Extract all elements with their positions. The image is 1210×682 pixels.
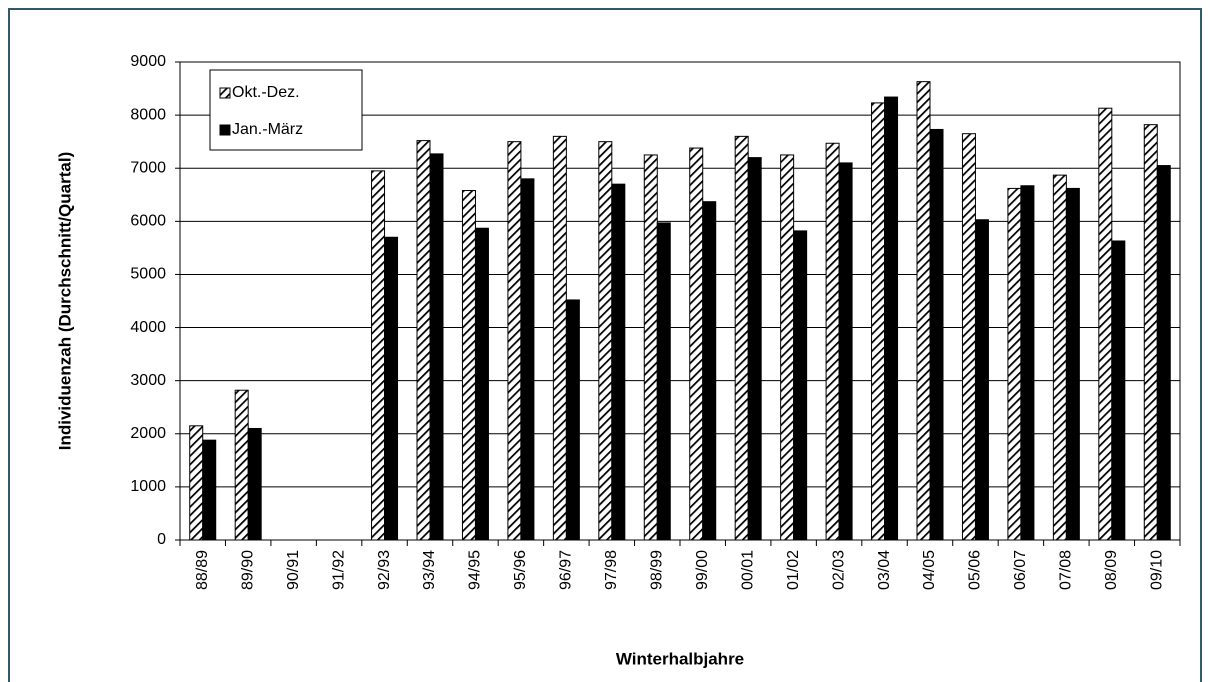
x-tick-label: 96/97 (558, 550, 575, 590)
bar (1020, 185, 1035, 541)
bar (1007, 187, 1022, 541)
x-axis-title: Winterhalbjahre (616, 649, 744, 668)
bar (793, 230, 808, 541)
bar (747, 157, 762, 541)
bar (189, 425, 204, 541)
y-tick-label: 3000 (130, 372, 166, 389)
bar (1098, 107, 1113, 541)
legend-label: Okt.-Dez. (232, 84, 300, 101)
bar (429, 153, 444, 541)
bar (416, 140, 431, 541)
legend-box (209, 69, 363, 151)
x-tick-label: 09/10 (1148, 550, 1165, 590)
x-tick-label: 99/00 (694, 550, 711, 590)
y-tick-label: 2000 (130, 425, 166, 442)
y-axis-title: Individuenzah (Durchschnitt/Quartal) (55, 152, 74, 450)
y-tick-label: 7000 (130, 159, 166, 176)
x-tick-label: 97/98 (603, 550, 620, 590)
x-tick-label: 94/95 (467, 550, 484, 590)
x-tick-label: 98/99 (648, 550, 665, 590)
x-tick-label: 95/96 (512, 550, 529, 590)
x-tick-label: 01/02 (785, 550, 802, 590)
bar (474, 227, 489, 541)
y-tick-label: 8000 (130, 106, 166, 123)
bar (929, 128, 944, 541)
bar (1111, 240, 1126, 541)
x-tick-label: 08/09 (1103, 550, 1120, 590)
x-tick-label: 03/04 (876, 550, 893, 590)
x-tick-label: 92/93 (376, 550, 393, 590)
x-tick-label: 91/92 (330, 550, 347, 590)
bar (507, 141, 522, 541)
bar (520, 178, 535, 541)
y-tick-label: 6000 (130, 213, 166, 230)
bar (247, 427, 262, 541)
x-tick-label: 90/91 (285, 550, 302, 590)
bar (1143, 124, 1158, 541)
bar (461, 190, 476, 541)
bar (565, 299, 580, 541)
legend-swatch (219, 87, 231, 99)
bar (234, 389, 249, 541)
bar (202, 439, 217, 541)
bar (656, 222, 671, 541)
y-tick-label: 5000 (130, 266, 166, 283)
y-tick-label: 4000 (130, 319, 166, 336)
bar (598, 141, 613, 541)
bar (838, 162, 853, 541)
x-tick-label: 04/05 (921, 550, 938, 590)
x-tick-label: 88/89 (194, 550, 211, 590)
bar (884, 96, 899, 541)
x-tick-label: 06/07 (1012, 550, 1029, 590)
bar (974, 219, 989, 541)
x-tick-label: 89/90 (239, 550, 256, 590)
bar (825, 142, 840, 541)
bar (961, 133, 976, 541)
x-tick-label: 05/06 (967, 550, 984, 590)
bar (643, 154, 658, 541)
bar (371, 170, 386, 541)
bar (384, 236, 399, 541)
plot-border (179, 61, 1181, 541)
y-tick-label: 9000 (130, 53, 166, 70)
x-tick-label: 93/94 (421, 550, 438, 590)
y-tick-label: 0 (157, 531, 166, 548)
frame (8, 8, 1202, 682)
x-tick-label: 02/03 (830, 550, 847, 590)
y-tick-label: 1000 (130, 478, 166, 495)
x-tick-label: 00/01 (739, 550, 756, 590)
legend-swatch (219, 124, 231, 136)
bar (734, 135, 749, 541)
bar (916, 81, 931, 541)
bar (552, 135, 567, 541)
x-tick-label: 07/08 (1058, 550, 1075, 590)
legend-label: Jan.-März (232, 121, 303, 138)
bar (611, 183, 626, 541)
bar (1052, 174, 1067, 541)
bar (780, 154, 795, 541)
bar (702, 201, 717, 541)
bar (1156, 165, 1171, 541)
bar (1065, 187, 1080, 541)
bar (871, 102, 886, 541)
bar (689, 147, 704, 541)
